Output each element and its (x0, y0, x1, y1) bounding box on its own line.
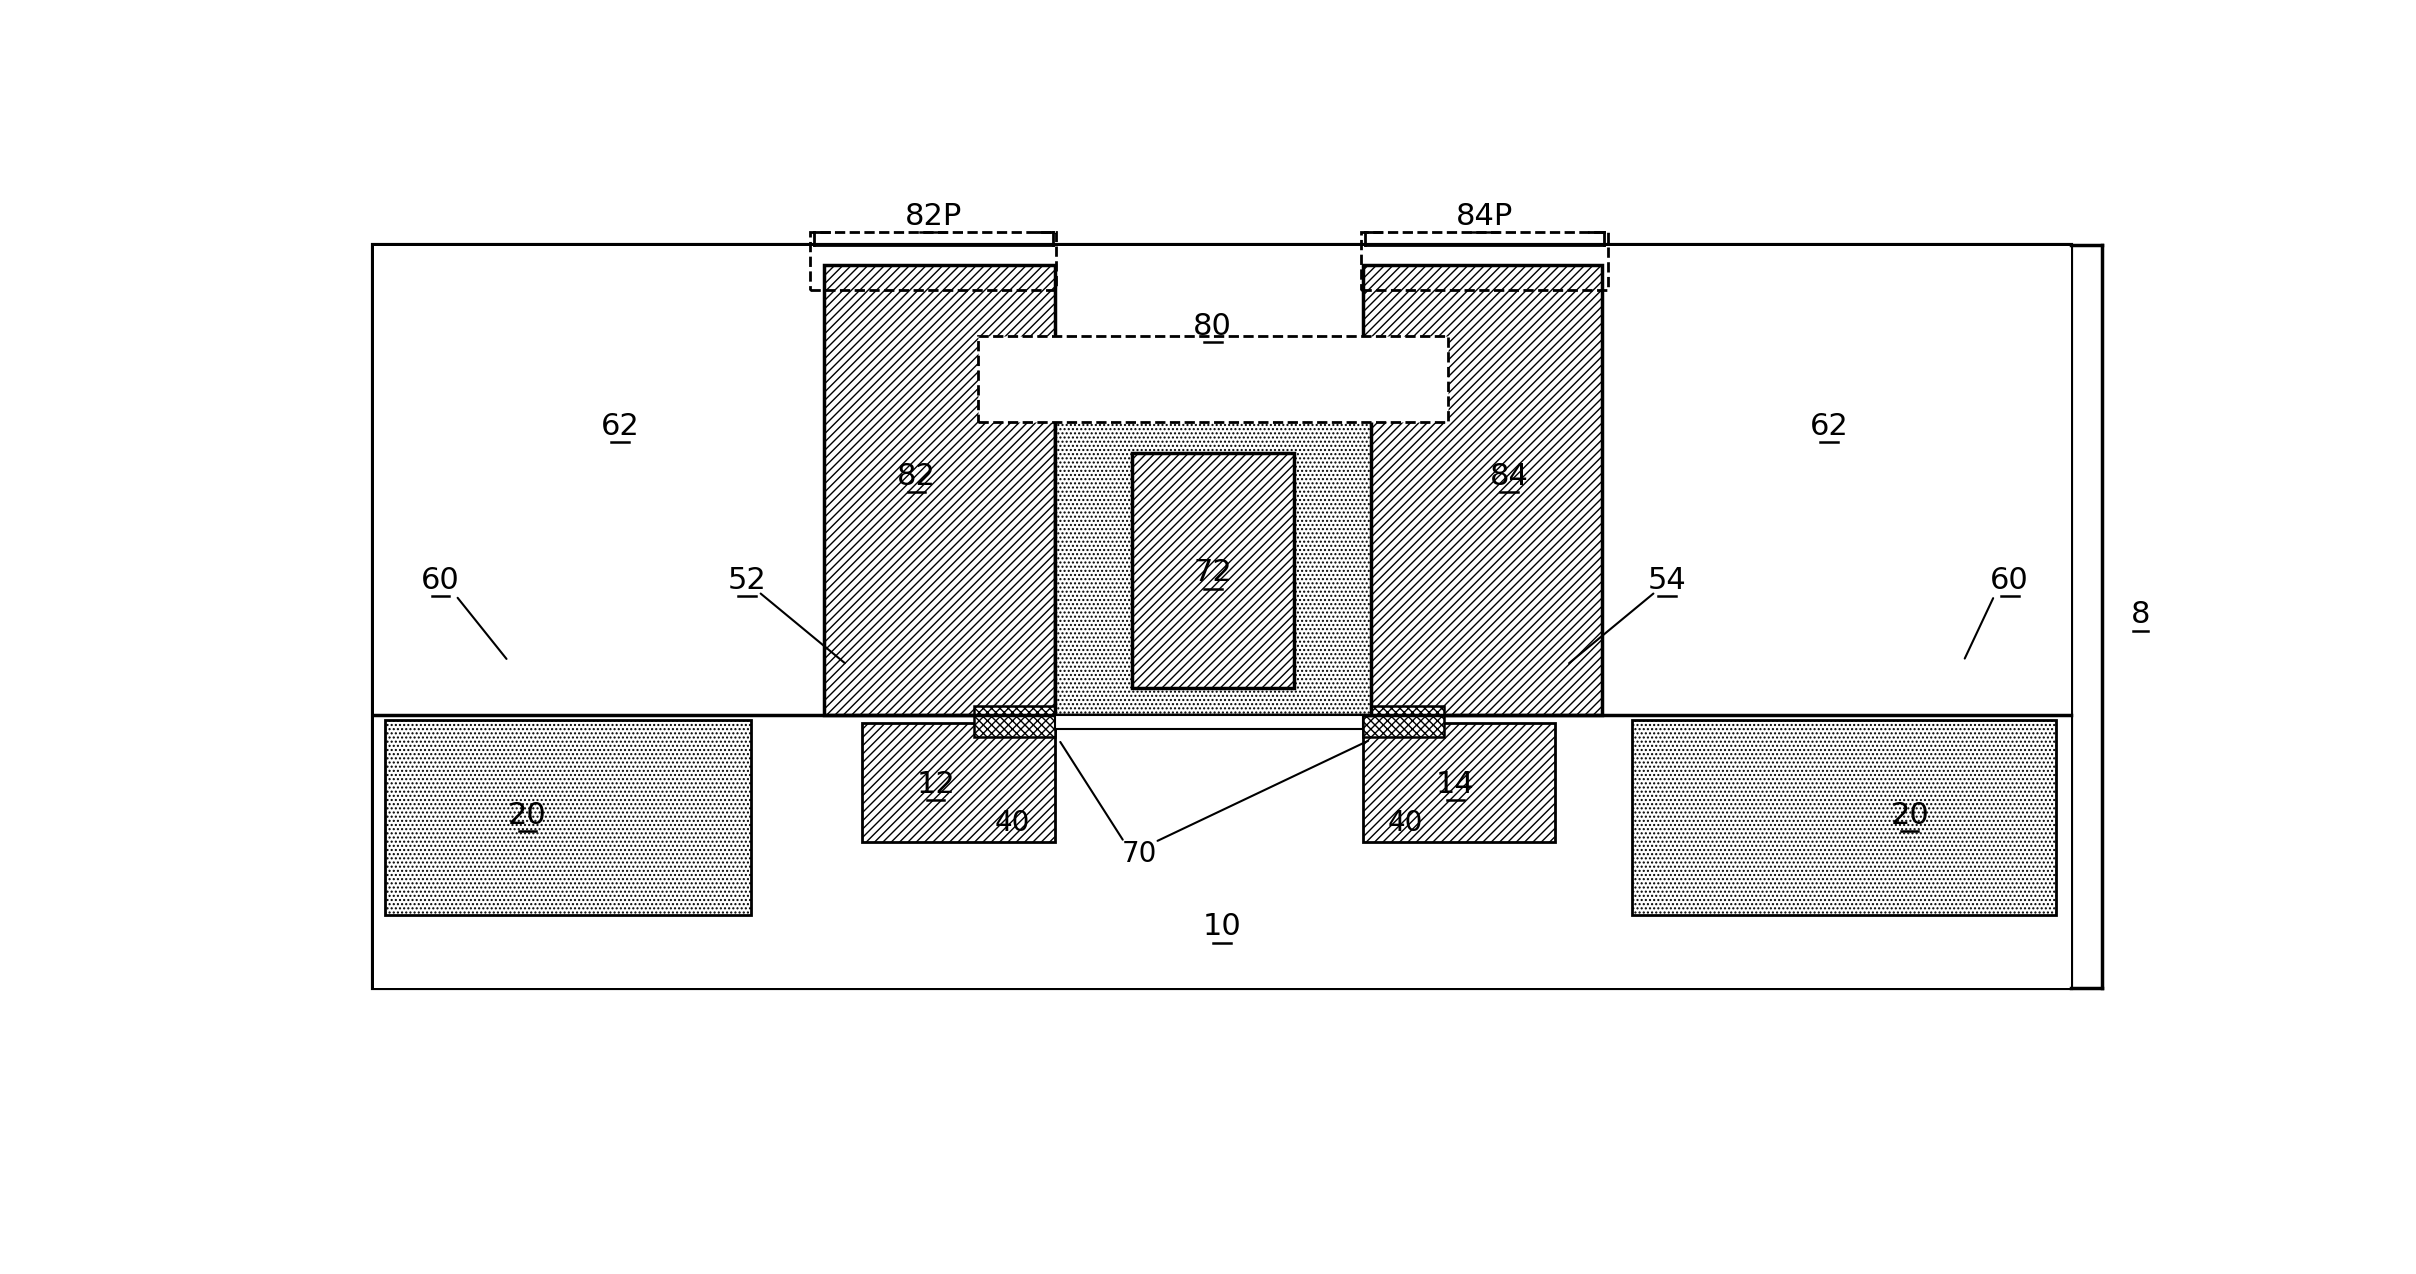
Text: 40: 40 (995, 809, 1029, 837)
Text: 20: 20 (1889, 800, 1928, 829)
Bar (1133, 454, 1293, 688)
Text: 62: 62 (602, 412, 640, 441)
Bar (1056, 410, 1370, 715)
Bar (1363, 706, 1445, 736)
Text: 40: 40 (1387, 809, 1423, 837)
Text: 12: 12 (916, 769, 954, 799)
Text: 80: 80 (1194, 312, 1232, 340)
Text: 84P: 84P (1457, 201, 1512, 231)
Text: 82: 82 (896, 461, 935, 490)
Bar (974, 706, 1056, 736)
Bar (809, 232, 1056, 290)
Bar (384, 720, 751, 915)
Text: 52: 52 (727, 566, 766, 595)
Bar (1363, 265, 1602, 715)
Text: 62: 62 (1810, 412, 1848, 441)
Bar (374, 246, 2071, 989)
Text: 10: 10 (1203, 912, 1242, 941)
Text: 54: 54 (1648, 566, 1686, 595)
Text: 20: 20 (507, 800, 546, 829)
Bar (1633, 720, 2056, 915)
Bar (374, 715, 2071, 987)
Text: 72: 72 (1194, 558, 1232, 587)
Bar (863, 724, 1056, 842)
Bar (1056, 715, 1363, 729)
Bar (1363, 724, 1556, 842)
Bar (978, 336, 1447, 423)
Text: 84: 84 (1491, 461, 1529, 490)
Text: 70: 70 (1121, 840, 1157, 868)
Text: 60: 60 (1991, 566, 2029, 595)
Text: 60: 60 (420, 566, 459, 595)
Text: 8: 8 (2131, 600, 2150, 629)
Bar (824, 265, 1056, 715)
Text: 82P: 82P (904, 201, 962, 231)
Bar (374, 246, 2071, 715)
Bar (1360, 232, 1607, 290)
Text: 14: 14 (1435, 769, 1474, 799)
